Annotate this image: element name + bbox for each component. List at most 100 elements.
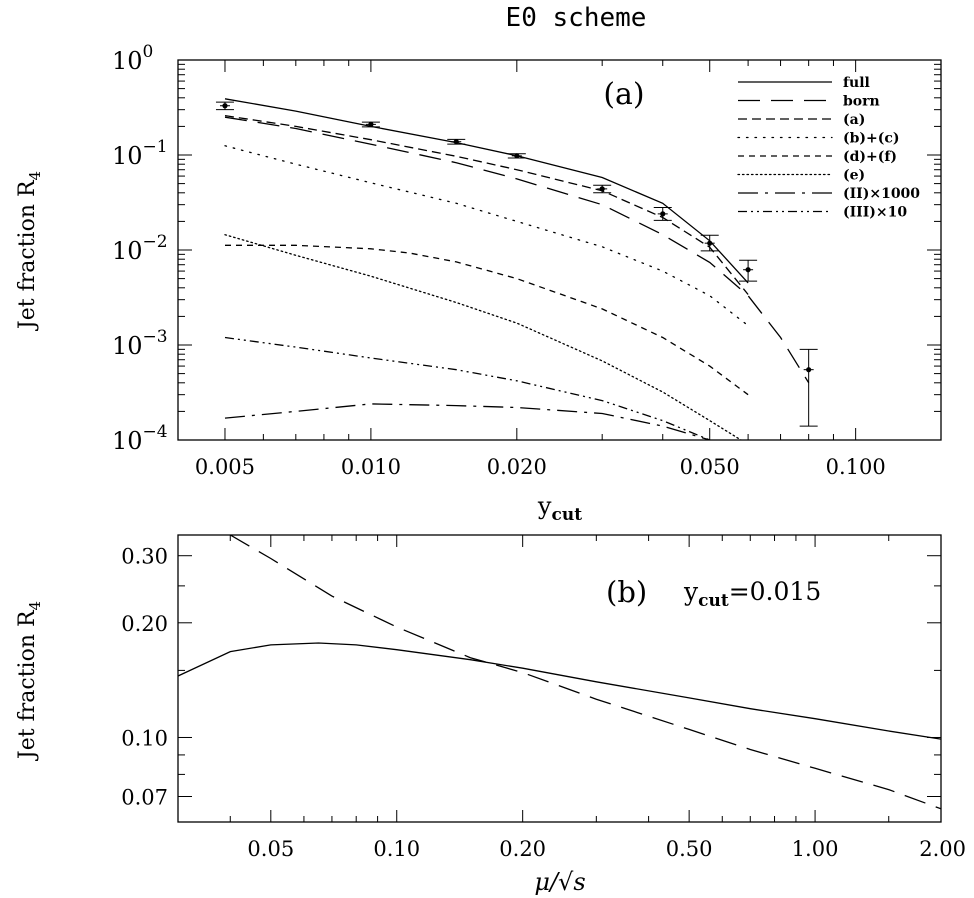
y-tick-base-0: 10 (112, 47, 143, 75)
panel-b-frame (177, 534, 942, 823)
data-point-3 (507, 153, 526, 159)
panel-b: 0.05 0.10 0.20 0.50 1.00 2.00 0.300.200.100.0… (15, 534, 966, 896)
y-tick-exp-4: −4 (143, 422, 168, 442)
marker-7 (745, 267, 751, 273)
panel-b-x-axis-label: μ/√s (534, 868, 585, 896)
legend-entry-full: full (738, 75, 870, 91)
series-born (224, 116, 810, 384)
figure-title: E0 scheme (506, 3, 647, 33)
x-tick-label-2: 0.20 (499, 837, 546, 861)
y-tick-label-0: 0.30 (121, 545, 168, 569)
panel-b-series (178, 535, 941, 810)
panel-a-y-axis-label-main: Jet fraction R (15, 179, 40, 331)
panel-b-annotation-value: =0.015 (729, 577, 822, 606)
y-tick-label-0: 100 (112, 42, 153, 75)
x-tick-label-0: 0.05 (247, 837, 294, 861)
series-full (224, 98, 749, 284)
y-tick-label-4: 10−4 (112, 422, 168, 455)
legend-label-iii-10: (III)×10 (843, 205, 907, 221)
x-tick-label-1: 0.10 (373, 837, 420, 861)
data-point-8 (799, 348, 818, 427)
data-point-6 (700, 234, 719, 252)
y-tick-exp-3: −3 (143, 327, 168, 347)
x-tick-label-4: 0.100 (826, 455, 886, 479)
legend-entry-a: (a) (738, 112, 865, 128)
panel-b-annotation-main: y (683, 577, 699, 606)
y-tick-base-4: 10 (112, 427, 143, 455)
data-point-2 (447, 138, 466, 145)
panel-b-y-axis-label: Jet fraction R4 (15, 601, 44, 761)
panel-a-legend: full born (a) (b)+(c) (d)+(f) (e) (II)×1000 (II… (737, 75, 920, 221)
y-tick-label-2: 0.10 (121, 726, 168, 750)
series-d-f (225, 244, 749, 396)
legend-entry-e: (e) (737, 168, 865, 184)
y-tick-label-3: 10−3 (112, 327, 168, 360)
series-longdash (229, 535, 941, 810)
legend-entry-iii-10: (III)×10 (738, 205, 907, 221)
marker-8 (806, 367, 812, 373)
series-a (224, 114, 749, 295)
panel-a-frame (177, 59, 942, 441)
panel-b-y-axis-label-sub: 4 (26, 601, 44, 611)
panel-a-y-axis-label: Jet fraction R4 (15, 171, 44, 331)
legend-entry-d-f: (d)+(f) (738, 149, 897, 165)
series-ii-1000 (224, 403, 710, 440)
legend-label-b-c: (b)+(c) (843, 131, 900, 147)
panel-b-y-ticks: 0.30 0.20 0.10 0.07 (121, 545, 941, 809)
marker-5 (660, 211, 666, 217)
y-tick-base-2: 10 (112, 237, 143, 265)
x-tick-label-3: 0.050 (680, 455, 740, 479)
panel-a-series (224, 98, 810, 440)
panel-a-label: (a) (603, 77, 644, 112)
panel-b-y-axis-label-main: Jet fraction R (15, 609, 40, 761)
panel-a-y-axis-label-sub: 4 (26, 171, 44, 181)
y-tick-label-1: 0.20 (121, 612, 168, 636)
y-tick-base-1: 10 (112, 142, 143, 170)
y-tick-exp-2: −2 (143, 232, 168, 252)
panel-a-x-axis-label: ycut (537, 492, 582, 525)
legend-label-full: full (843, 75, 870, 91)
data-point-1 (361, 121, 380, 128)
x-tick-label-4: 1.00 (792, 837, 839, 861)
marker-0 (222, 103, 228, 109)
legend-label-d-f: (d)+(f) (843, 149, 897, 165)
panel-b-label: (b) (606, 575, 647, 609)
legend-entry-b-c: (b)+(c) (737, 131, 900, 147)
marker-6 (707, 240, 713, 246)
x-tick-label-2: 0.020 (487, 455, 547, 479)
panel-b-annotation-sub: cut (698, 591, 729, 611)
x-tick-label-0: 0.005 (195, 455, 255, 479)
legend-label-e: (e) (843, 168, 865, 184)
y-tick-label-3: 0.07 (121, 785, 168, 809)
y-tick-label-1: 10−1 (112, 137, 168, 170)
panel-a-x-axis-label-main: y (537, 492, 552, 520)
panel-a-x-ticks: 0.005 0.010 0.020 0.050 0.100 (195, 60, 886, 479)
series-iii-10 (224, 336, 710, 440)
panel-b-x-ticks: 0.05 0.10 0.20 0.50 1.00 2.00 (229, 535, 966, 861)
legend-entry-ii-1000: (II)×1000 (738, 186, 920, 202)
data-point-0 (215, 101, 234, 111)
data-point-5 (653, 207, 672, 221)
legend-entry-born: born (738, 94, 880, 110)
data-point-7 (739, 259, 758, 282)
legend-label-a: (a) (843, 112, 865, 128)
marker-2 (453, 139, 459, 145)
panel-a: 0.005 0.010 0.020 0.050 0.100 10010−110−210−… (15, 42, 942, 525)
y-tick-base-3: 10 (112, 332, 143, 360)
y-tick-label-2: 10−2 (112, 232, 168, 265)
data-point-4 (593, 184, 612, 194)
marker-1 (368, 121, 374, 127)
x-tick-label-3: 0.50 (666, 837, 713, 861)
series-e (224, 234, 742, 440)
marker-4 (599, 186, 605, 192)
panel-a-x-axis-label-sub: cut (551, 505, 582, 525)
legend-label-born: born (843, 94, 880, 110)
panel-a-data-points (215, 101, 818, 427)
panel-b-annotation: ycut=0.015 (683, 577, 821, 611)
y-tick-exp-0: 0 (143, 42, 154, 62)
marker-3 (514, 153, 520, 159)
y-tick-exp-1: −1 (143, 137, 168, 157)
series-solid (178, 642, 941, 740)
